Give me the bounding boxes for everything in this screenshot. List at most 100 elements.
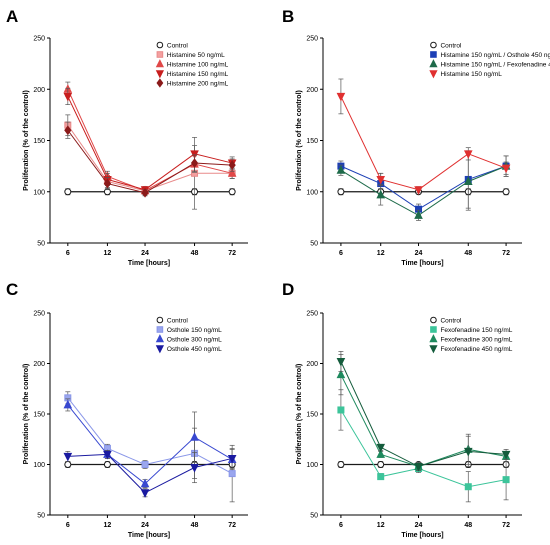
y-tick-label: 200 xyxy=(306,361,318,368)
x-tick-label: 48 xyxy=(191,250,199,257)
legend-label: Histamine 150 ng/mL xyxy=(167,71,229,78)
legend-marker xyxy=(430,51,437,58)
series-2 xyxy=(63,81,237,195)
x-axis-label: Time [hours] xyxy=(128,260,170,267)
series-2 xyxy=(63,398,237,489)
series-1 xyxy=(64,114,236,210)
data-point xyxy=(414,210,423,219)
x-tick-label: 6 xyxy=(66,522,70,529)
legend: Control Histamine 150 ng/mL / Osthole 450… xyxy=(429,41,550,79)
legend-label: Fexofenadine 300 ng/mL xyxy=(440,337,512,344)
data-point xyxy=(103,450,112,460)
panel-c: C 50 100 150 200 250 6 12 24 48 72 Time [hours] Prol… xyxy=(6,280,248,539)
y-tick-label: 150 xyxy=(33,412,45,419)
legend-label: Histamine 50 ng/mL xyxy=(167,52,225,59)
data-point xyxy=(64,188,72,196)
legend-label: Control xyxy=(167,43,189,50)
data-point xyxy=(140,478,150,488)
data-point xyxy=(463,176,473,185)
data-point xyxy=(376,449,386,458)
y-tick-label: 100 xyxy=(306,189,318,196)
legend-marker xyxy=(430,316,437,324)
y-tick-label: 150 xyxy=(33,138,45,145)
data-point xyxy=(190,432,199,441)
data-point xyxy=(337,461,345,468)
y-tick-label: 150 xyxy=(306,412,318,419)
series-1 xyxy=(337,389,510,503)
series-4 xyxy=(64,121,236,198)
y-axis-label: Proliferation (% of the control) xyxy=(296,90,303,191)
data-point xyxy=(336,357,346,367)
data-point xyxy=(463,150,473,159)
panel-a: A 50 100 150 200 250 6 12 24 48 72 Time [hours] Prol… xyxy=(6,7,248,267)
data-point xyxy=(337,406,345,414)
data-point xyxy=(376,175,386,185)
x-tick-label: 48 xyxy=(464,522,472,529)
legend-marker xyxy=(429,345,438,354)
y-tick-label: 50 xyxy=(37,513,45,520)
y-tick-label: 100 xyxy=(33,189,45,196)
data-point xyxy=(63,399,73,409)
data-point xyxy=(103,461,111,468)
series-3 xyxy=(336,78,511,195)
panel-b: B 50 100 150 200 250 6 12 24 48 72 Time [hours] Prol… xyxy=(282,7,550,267)
legend-label: Fexofenadine 450 ng/mL xyxy=(440,346,512,353)
legend-label: Control xyxy=(167,318,189,325)
x-tick-label: 24 xyxy=(141,250,149,257)
panel-d: D 50 100 150 200 250 6 12 24 48 72 Time [hours] Prol… xyxy=(282,280,522,539)
data-point xyxy=(336,165,346,174)
series-3 xyxy=(336,351,511,472)
legend-marker xyxy=(155,334,164,343)
data-point xyxy=(228,160,236,170)
legend: Control Histamine 50 ng/mL Histamine 100 n… xyxy=(155,41,229,88)
panel-label: D xyxy=(282,280,294,299)
x-tick-label: 72 xyxy=(502,250,510,257)
y-axis-label: Proliferation (% of the control) xyxy=(296,364,303,465)
legend-marker xyxy=(156,41,164,49)
x-tick-label: 72 xyxy=(228,250,236,257)
y-tick-label: 150 xyxy=(306,138,318,145)
legend-marker xyxy=(156,316,164,324)
legend-marker xyxy=(156,326,164,333)
legend-label: Histamine 150 ng/mL / Osthole 450 ng/mL xyxy=(440,52,550,59)
series-line xyxy=(67,129,233,194)
data-point xyxy=(414,463,423,472)
data-point xyxy=(228,188,236,196)
x-tick-label: 24 xyxy=(415,250,423,257)
x-tick-label: 48 xyxy=(191,522,199,529)
data-point xyxy=(502,188,510,196)
data-point xyxy=(414,186,423,195)
data-point xyxy=(228,470,236,478)
y-axis-label: Proliferation (% of the control) xyxy=(23,90,30,191)
data-point xyxy=(64,125,72,136)
data-point xyxy=(141,461,149,468)
legend-label: Histamine 100 ng/mL xyxy=(167,62,229,69)
legend-marker xyxy=(430,41,437,49)
x-tick-label: 24 xyxy=(141,522,149,529)
data-point xyxy=(64,461,72,468)
legend-marker xyxy=(429,70,438,79)
legend-marker xyxy=(429,59,438,68)
series-line xyxy=(340,409,507,488)
x-tick-label: 12 xyxy=(377,522,385,529)
legend: Control Osthole 150 ng/mL Osthole 300 ng/m… xyxy=(155,316,222,354)
y-tick-label: 50 xyxy=(310,513,318,520)
x-tick-label: 6 xyxy=(339,250,343,257)
panel-label: B xyxy=(282,7,294,26)
y-tick-label: 200 xyxy=(33,87,45,94)
x-tick-label: 6 xyxy=(339,522,343,529)
legend-label: Histamine 150 ng/mL xyxy=(440,71,502,78)
legend-label: Osthole 150 ng/mL xyxy=(167,327,222,334)
series-line xyxy=(340,165,507,216)
data-point xyxy=(103,178,112,189)
y-tick-label: 250 xyxy=(33,311,45,318)
legend-label: Osthole 300 ng/mL xyxy=(167,337,222,344)
series-line xyxy=(67,404,233,485)
data-point xyxy=(63,92,73,102)
y-tick-label: 200 xyxy=(33,361,45,368)
data-point xyxy=(337,188,345,196)
series-2 xyxy=(336,152,511,221)
legend-marker xyxy=(156,78,164,88)
data-point xyxy=(141,187,149,198)
series-3 xyxy=(63,447,237,498)
